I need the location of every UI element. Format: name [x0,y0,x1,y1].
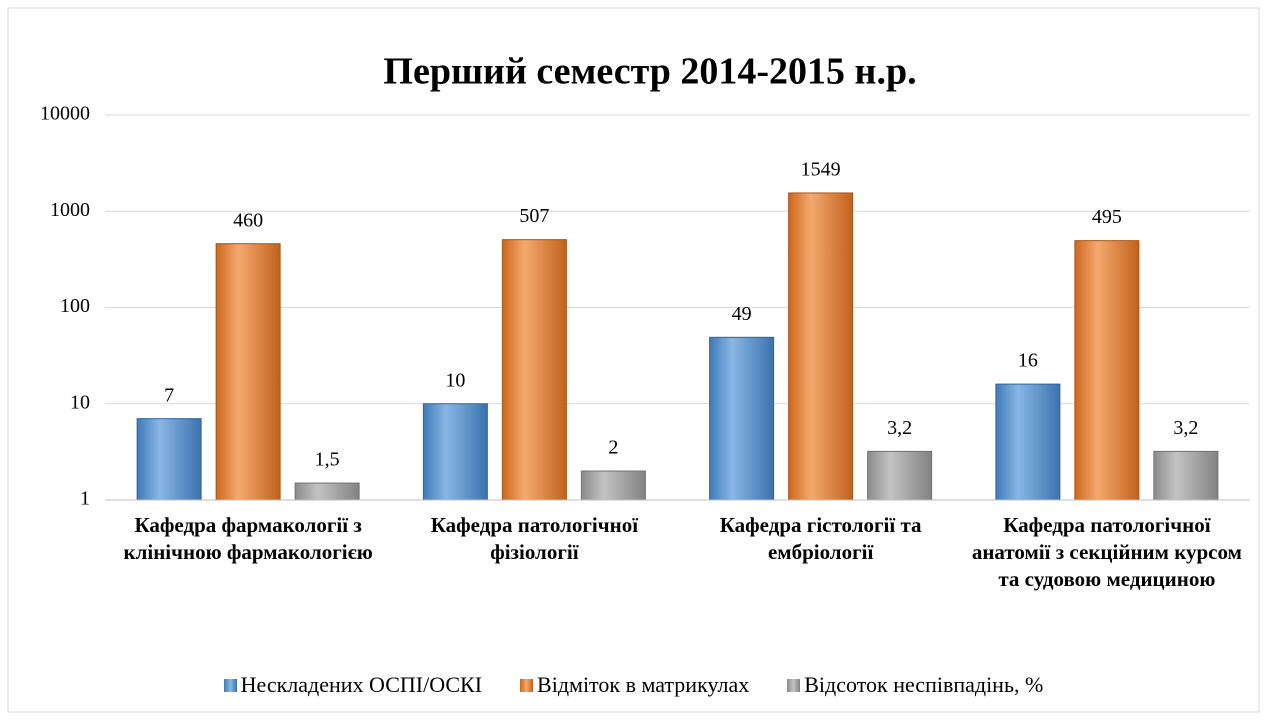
legend-swatch [520,678,534,692]
value-label: 3,2 [887,417,912,439]
bar [788,192,854,501]
y-tick-label: 10 [70,391,90,413]
chart-border [7,7,1260,713]
bar [501,239,567,501]
value-label: 495 [1092,206,1122,228]
bar [136,418,202,501]
x-tick-label: Кафедра фармакології з клінічною фармако… [123,513,373,564]
bar [709,336,775,501]
y-tick-label: 1000 [50,199,90,221]
bar [867,450,933,501]
value-label: 16 [1018,350,1038,372]
legend-item: Нескладених ОСПІ/ОСКІ [223,672,483,698]
bar [294,482,360,501]
legend-label: Відсоток неспівпадінь, % [804,672,1044,697]
bar [215,243,281,501]
legend: Нескладених ОСПІ/ОСКІ Відміток в матрикул… [0,672,1267,698]
value-label: 1,5 [315,449,340,471]
x-tick-label: Кафедра гістології та ембріології [719,513,922,564]
value-label: 3,2 [1173,417,1198,439]
y-tick-label: 10000 [40,103,90,125]
y-tick-label: 100 [60,295,90,317]
legend-item: Відсоток неспівпадінь, % [787,672,1043,698]
value-label: 507 [519,205,549,227]
legend-swatch [223,678,237,692]
value-label: 2 [608,437,618,459]
legend-label: Відміток в матрикулах [537,672,750,697]
bar [995,383,1061,501]
value-label: 460 [233,209,263,231]
x-tick-label: Кафедра патологічної анатомії з секційни… [971,513,1242,591]
x-tick-label: Кафедра патологічної фізіології [430,513,639,564]
chart-title: Перший семестр 2014-2015 н.р. [383,51,916,93]
value-label: 7 [164,384,174,406]
y-tick-label: 1 [80,488,90,510]
bar [1153,450,1219,501]
value-label: 49 [732,303,752,325]
legend-swatch [787,678,801,692]
legend-label: Нескладених ОСПІ/ОСКІ [240,672,483,697]
value-label: 1549 [801,159,841,181]
value-label: 10 [445,369,465,391]
bar [1074,240,1140,501]
bar [580,470,646,501]
bar [422,403,488,501]
legend-item: Відміток в матрикулах [520,672,749,698]
